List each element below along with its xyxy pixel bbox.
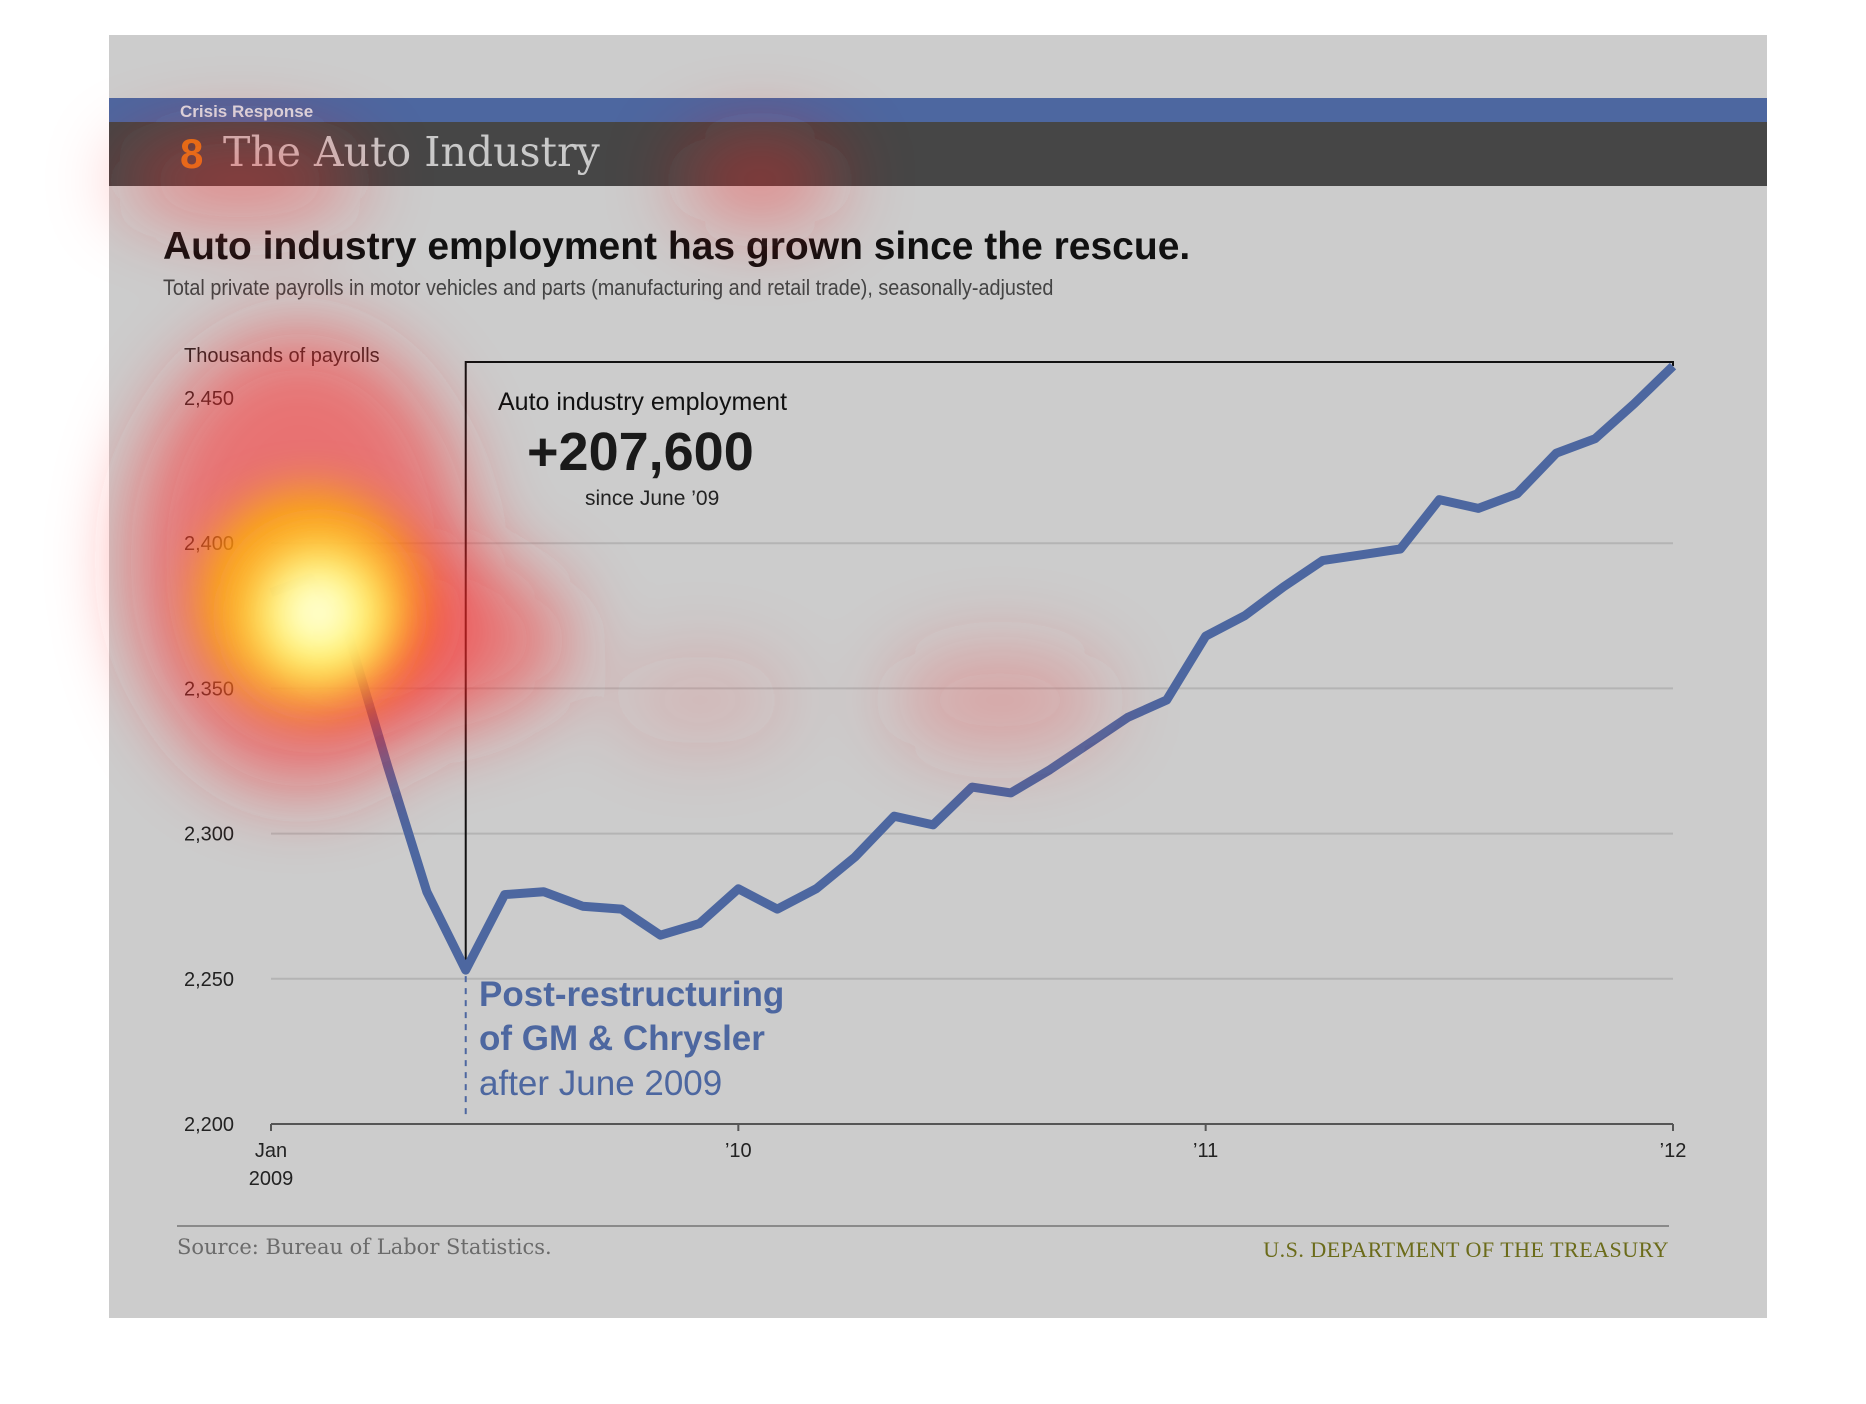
- chart-headline: Auto industry employment has grown since…: [163, 225, 1191, 268]
- series-lines: [269, 362, 1677, 975]
- y-axis-label: Thousands of payrolls: [184, 345, 380, 367]
- annotation-line-1: Post-restructuring: [479, 975, 784, 1014]
- callout-since: since June ’09: [585, 487, 719, 510]
- y-tick-label: 2,400: [184, 533, 234, 555]
- gridlines: [271, 542, 1673, 980]
- x-tick-label-year: 2009: [249, 1168, 294, 1190]
- source-note: Source: Bureau of Labor Statistics.: [177, 1235, 552, 1259]
- callout-value: +207,600: [527, 422, 754, 482]
- y-tick-label: 2,450: [184, 388, 234, 410]
- x-tick-label: ’10: [725, 1140, 752, 1162]
- x-axis: Jan 2009 ’10 ’11 ’12: [249, 1123, 1687, 1190]
- kicker-label: Crisis Response: [180, 102, 314, 121]
- callout-label: Auto industry employment: [498, 388, 787, 416]
- x-tick-label: Jan: [255, 1140, 287, 1162]
- annotation-line-2: of GM & Chrysler: [479, 1019, 765, 1058]
- y-tick-label: 2,350: [184, 678, 234, 700]
- title-bar: [109, 122, 1767, 186]
- series-line: [269, 362, 1677, 975]
- chart-subheadline: Total private payrolls in motor vehicles…: [163, 275, 1054, 300]
- footer-divider: [177, 1225, 1669, 1227]
- agency-wordmark: U.S. DEPARTMENT OF THE TREASURY: [1263, 1237, 1669, 1262]
- x-tick-label: ’11: [1193, 1140, 1218, 1162]
- y-axis-ticks: 2,200 2,250 2,300 2,350 2,400 2,450: [184, 388, 234, 1136]
- kicker-bar: [109, 98, 1767, 122]
- y-tick-label: 2,300: [184, 824, 234, 846]
- annotation-line-3: after June 2009: [479, 1064, 722, 1103]
- y-tick-label: 2,200: [184, 1114, 234, 1136]
- x-tick-label: ’12: [1660, 1140, 1687, 1162]
- y-tick-label: 2,250: [184, 969, 234, 991]
